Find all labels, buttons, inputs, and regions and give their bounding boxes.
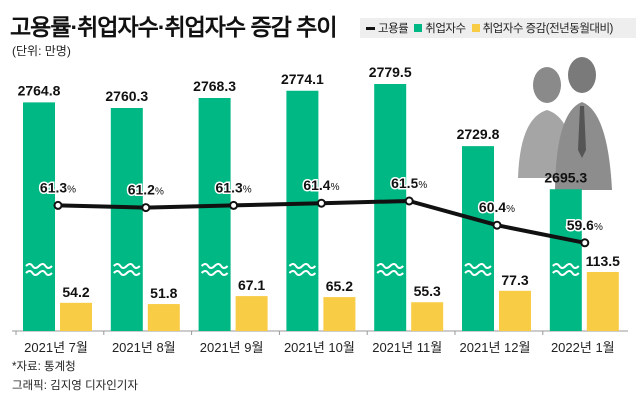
employed-value-label: 2768.3 <box>193 78 236 94</box>
axis-break-wave <box>376 263 404 269</box>
axis-break-wave <box>25 270 53 276</box>
rate-value-label: 61.3% <box>216 179 252 195</box>
axis-break-wave <box>464 263 492 269</box>
x-tick-label: 2021년 10월 <box>284 340 355 355</box>
legend-label: 취업자수 <box>425 23 466 35</box>
rate-value-label: 61.3% <box>40 179 76 195</box>
employed-value-label: 2774.1 <box>281 71 324 87</box>
change-value-label: 113.5 <box>586 253 620 269</box>
legend-item-employed: 취업자수 <box>414 20 466 36</box>
x-tick-label: 2021년 7월 <box>24 340 88 355</box>
legend-label: 고용률 <box>378 23 409 35</box>
change-value-label: 51.8 <box>150 285 177 301</box>
employed-bar <box>23 102 55 331</box>
percent-unit: % <box>155 187 164 198</box>
rate-point <box>53 200 63 210</box>
rate-value-label: 61.5% <box>391 175 427 191</box>
percent-unit: % <box>243 184 252 195</box>
change-value-label: 67.1 <box>238 277 265 293</box>
change-bar <box>586 271 619 331</box>
axis-break-wave <box>552 270 580 276</box>
employed-bar <box>198 98 231 331</box>
yellow-swatch <box>471 24 480 32</box>
legend-item-rate: 고용률 <box>366 20 409 36</box>
percent-unit: % <box>331 182 340 193</box>
axis-break-wave <box>552 263 580 269</box>
change-bar <box>323 297 356 331</box>
x-tick-label: 2021년 12월 <box>460 340 531 355</box>
change-bar <box>60 302 92 331</box>
change-bar <box>411 302 444 331</box>
percent-unit: % <box>67 184 76 195</box>
rate-value-label: 60.4% <box>479 199 515 215</box>
employed-bar <box>286 90 319 331</box>
employed-value-label: 2760.3 <box>105 88 148 104</box>
line-swatch <box>366 26 375 30</box>
x-tick-label: 2021년 11월 <box>372 340 442 355</box>
rate-value-label: 61.4% <box>303 177 339 193</box>
employed-bar <box>549 189 582 331</box>
unit-label: (단위: 만명) <box>12 44 71 58</box>
rate-value-label: 59.6% <box>567 217 603 233</box>
change-value-label: 54.2 <box>62 284 89 300</box>
rate-point <box>229 200 239 210</box>
legend: 고용률 취업자수 취업자수 증감(전년동월대비) <box>360 18 636 38</box>
credit-note: 그래픽: 김지영 디자인기자 <box>12 380 138 392</box>
axis-break-wave <box>25 263 53 269</box>
change-bar <box>147 304 180 331</box>
chart-title: 고용률·취업자수·취업자수 증감 추이 <box>10 14 337 40</box>
axis-break-wave <box>113 270 141 276</box>
legend-label: 취업자수 증감(전년동월대비) <box>482 23 614 35</box>
x-tick-label: 2022년 1월 <box>551 340 615 355</box>
rate-point <box>580 238 590 248</box>
axis-break-wave <box>376 270 404 276</box>
change-value-label: 55.3 <box>414 283 441 299</box>
change-value-label: 65.2 <box>326 278 353 294</box>
employed-bar <box>110 108 143 331</box>
percent-unit: % <box>506 204 515 215</box>
employed-bar <box>374 84 407 331</box>
employed-value-label: 2779.5 <box>369 64 412 80</box>
employed-value-label: 2729.8 <box>457 126 500 142</box>
axis-break-wave <box>464 270 492 276</box>
employed-bar <box>462 146 494 331</box>
percent-unit: % <box>594 222 603 233</box>
source-note: *자료: 통계청 <box>12 361 76 373</box>
rate-point <box>141 203 151 213</box>
x-tick-label: 2021년 9월 <box>200 340 264 355</box>
percent-unit: % <box>418 180 427 191</box>
change-bar <box>499 290 531 331</box>
rate-point <box>316 198 326 208</box>
axis-break-wave <box>288 263 317 269</box>
axis-break-wave <box>288 270 317 276</box>
axis-break-wave <box>113 263 141 269</box>
x-tick-label: 2021년 8월 <box>112 340 176 355</box>
employed-value-label: 2764.8 <box>18 82 61 98</box>
rate-point <box>404 196 414 206</box>
legend-item-change: 취업자수 증감(전년동월대비) <box>471 20 614 36</box>
axis-break-wave <box>200 263 229 269</box>
business-people-illustration <box>518 57 612 190</box>
axis-break-wave <box>200 270 229 276</box>
green-swatch <box>414 24 423 32</box>
rate-point <box>492 220 502 230</box>
change-bar <box>235 296 268 331</box>
change-value-label: 77.3 <box>501 272 528 288</box>
rate-value-label: 61.2% <box>128 182 164 198</box>
employed-value-label: 2695.3 <box>544 169 587 185</box>
